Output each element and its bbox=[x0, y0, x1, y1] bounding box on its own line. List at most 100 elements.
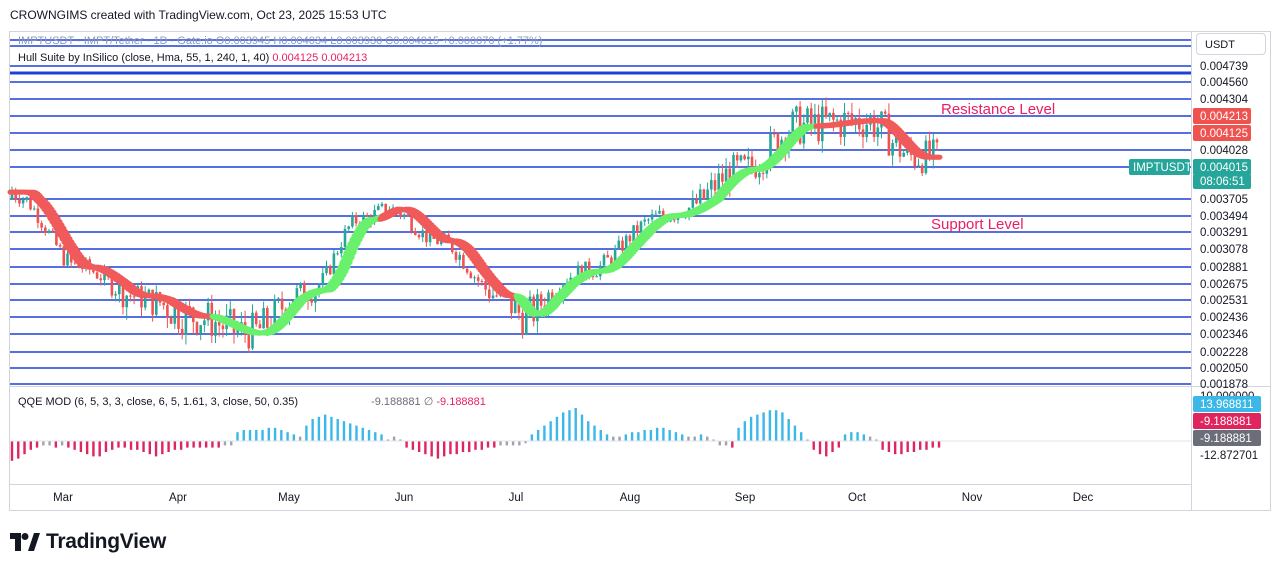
qqe-bar bbox=[323, 414, 327, 441]
candle-body bbox=[876, 127, 880, 137]
candle-body bbox=[550, 292, 554, 302]
candle-body bbox=[47, 230, 51, 233]
qqe-bar bbox=[35, 441, 39, 448]
qqe-bar bbox=[386, 439, 390, 441]
qqe-bar bbox=[73, 441, 76, 450]
qqe-bar bbox=[543, 425, 546, 441]
candle-body bbox=[691, 199, 695, 208]
candle-body bbox=[928, 140, 931, 159]
qqe-bar bbox=[349, 423, 352, 441]
chart-frame bbox=[9, 31, 1271, 511]
candle-body bbox=[602, 255, 606, 266]
candle-body bbox=[347, 226, 350, 229]
hull-suite-series bbox=[7, 117, 943, 336]
candle-body bbox=[595, 276, 598, 278]
qqe-bar bbox=[800, 432, 803, 441]
qqe-bar bbox=[555, 416, 559, 441]
candle-body bbox=[750, 156, 754, 168]
qqe-bar bbox=[900, 441, 903, 455]
hull-lower-tag-bg bbox=[1193, 125, 1251, 141]
candle-body bbox=[606, 255, 609, 258]
qqe-legend-value-1: -9.188881 bbox=[371, 396, 421, 408]
candle-body bbox=[406, 214, 410, 217]
price-axis-label: 0.004560 bbox=[1200, 77, 1248, 89]
time-axis-divider bbox=[9, 484, 1192, 485]
candle-body bbox=[728, 168, 732, 187]
qqe-bar bbox=[355, 425, 358, 441]
candle-body bbox=[536, 294, 539, 322]
candle-body bbox=[850, 113, 854, 121]
candle-body bbox=[29, 197, 32, 210]
price-axis-label: 0.002436 bbox=[1200, 312, 1248, 324]
qqe-bar bbox=[98, 441, 101, 457]
qqe-bar bbox=[23, 441, 26, 455]
candle-body bbox=[895, 136, 898, 144]
qqe-legend[interactable]: QQE MOD (6, 5, 3, 3, close, 6, 5, 1.61, … bbox=[18, 395, 486, 408]
time-axis-label: May bbox=[278, 492, 300, 504]
qqe-bar bbox=[668, 430, 671, 441]
qqe-bar bbox=[925, 441, 928, 450]
qqe-bar bbox=[248, 430, 252, 441]
candle-body bbox=[650, 214, 654, 220]
candle-body bbox=[835, 119, 839, 121]
qqe-bar bbox=[186, 441, 189, 448]
price-axis-label: 0.002050 bbox=[1200, 363, 1248, 375]
qqe-bar bbox=[655, 427, 659, 441]
qqe-bar bbox=[48, 441, 51, 446]
candle-body bbox=[299, 282, 302, 289]
candle-body bbox=[469, 272, 473, 279]
hull-legend-value-upper: 0.004213 bbox=[321, 52, 368, 64]
candle-body bbox=[99, 278, 103, 281]
qqe-bar bbox=[85, 441, 89, 455]
candle-body bbox=[491, 295, 495, 299]
price-axis-label: 0.002228 bbox=[1200, 347, 1248, 359]
qqe-bar bbox=[230, 441, 233, 446]
qqe-bar bbox=[549, 421, 552, 441]
currency-button[interactable]: USDT bbox=[1196, 33, 1266, 55]
qqe-bar bbox=[255, 430, 258, 441]
candle-body bbox=[772, 133, 776, 135]
candle-body bbox=[428, 230, 432, 243]
qqe-bar bbox=[173, 441, 177, 450]
qqe-bar bbox=[793, 425, 797, 441]
qqe-bar bbox=[480, 441, 483, 450]
candle-body bbox=[180, 328, 184, 335]
hull-legend[interactable]: Hull Suite by InSilico (close, Hma, 55, … bbox=[18, 52, 367, 64]
qqe-bar bbox=[743, 421, 747, 441]
qqe-bar bbox=[380, 434, 383, 441]
qqe-tag-pos: 13.968811 bbox=[1200, 399, 1254, 411]
qqe-bar bbox=[161, 441, 164, 455]
candle-body bbox=[795, 106, 798, 112]
pane-divider[interactable] bbox=[9, 386, 1271, 387]
candle-body bbox=[114, 294, 117, 296]
candle-body bbox=[702, 189, 706, 200]
qqe-tag-neg: -9.188881 bbox=[1200, 416, 1252, 428]
qqe-bar bbox=[54, 441, 58, 448]
candle-body bbox=[510, 293, 513, 314]
price-axis-label: 0.003494 bbox=[1200, 211, 1249, 223]
candle-body bbox=[754, 167, 757, 178]
candle-body bbox=[698, 189, 702, 204]
time-axis-label: Apr bbox=[169, 492, 187, 504]
qqe-bar bbox=[881, 441, 884, 450]
candle-body bbox=[332, 253, 336, 275]
candle-body bbox=[436, 238, 439, 245]
qqe-bar bbox=[605, 434, 609, 441]
qqe-tag-neg-bg bbox=[1193, 413, 1261, 429]
candle-body bbox=[51, 230, 54, 232]
candle-body bbox=[473, 277, 476, 279]
candle-body bbox=[713, 180, 717, 191]
qqe-bar bbox=[17, 441, 20, 459]
qqe-bar bbox=[893, 441, 897, 455]
qqe-bar bbox=[455, 441, 458, 455]
qqe-bar bbox=[468, 441, 471, 452]
candle-body bbox=[69, 253, 73, 263]
qqe-bar bbox=[593, 425, 596, 441]
symbol-legend[interactable]: IMPTUSDT · IMPT/Tether · 1D · Gate.io O0… bbox=[18, 35, 543, 47]
candle-body bbox=[721, 173, 724, 182]
candle-body bbox=[328, 265, 332, 275]
tradingview-logo[interactable]: TradingView bbox=[10, 530, 166, 554]
candle-body bbox=[258, 324, 262, 329]
candle-body bbox=[636, 225, 639, 233]
